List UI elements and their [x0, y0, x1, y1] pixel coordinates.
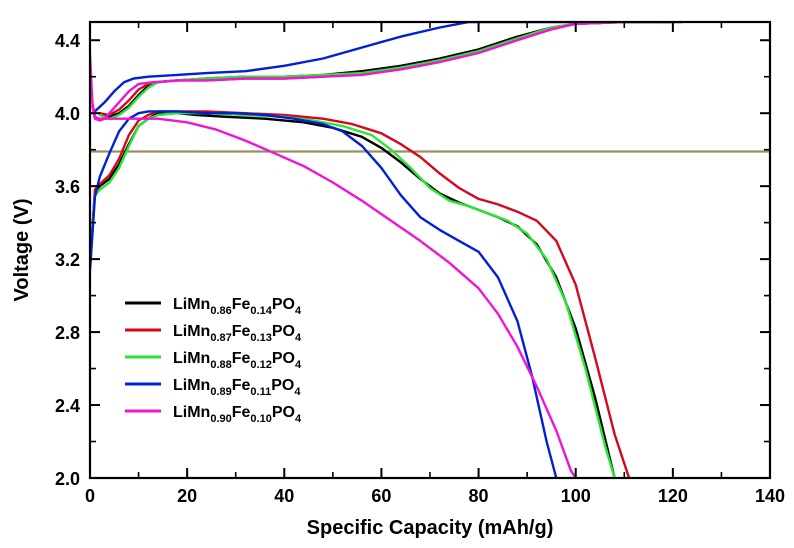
voltage-capacity-chart: 0 20 40 60 80 100 120 140 2.0 2.4 2.8 3.2 3.6 4.0 4.4 S…	[0, 0, 794, 548]
x-tick-label: 140	[755, 486, 785, 506]
y-tick-label: 2.4	[55, 396, 80, 416]
x-tick-label: 100	[561, 486, 591, 506]
y-tick-label: 3.2	[55, 250, 80, 270]
x-tick-label: 120	[658, 486, 688, 506]
x-tick-label: 0	[85, 486, 95, 506]
x-tick-label: 60	[371, 486, 391, 506]
y-tick-label: 2.0	[55, 469, 80, 489]
y-tick-label: 2.8	[55, 323, 80, 343]
x-tick-label: 20	[177, 486, 197, 506]
y-tick-label: 4.4	[55, 31, 80, 51]
x-tick-label: 80	[469, 486, 489, 506]
y-tick-label: 4.0	[55, 104, 80, 124]
chart-container: 0 20 40 60 80 100 120 140 2.0 2.4 2.8 3.2 3.6 4.0 4.4 S…	[0, 0, 794, 548]
y-tick-label: 3.6	[55, 177, 80, 197]
x-axis-label: Specific Capacity (mAh/g)	[307, 517, 554, 539]
y-axis-label: Voltage (V)	[11, 199, 33, 302]
x-tick-label: 40	[274, 486, 294, 506]
